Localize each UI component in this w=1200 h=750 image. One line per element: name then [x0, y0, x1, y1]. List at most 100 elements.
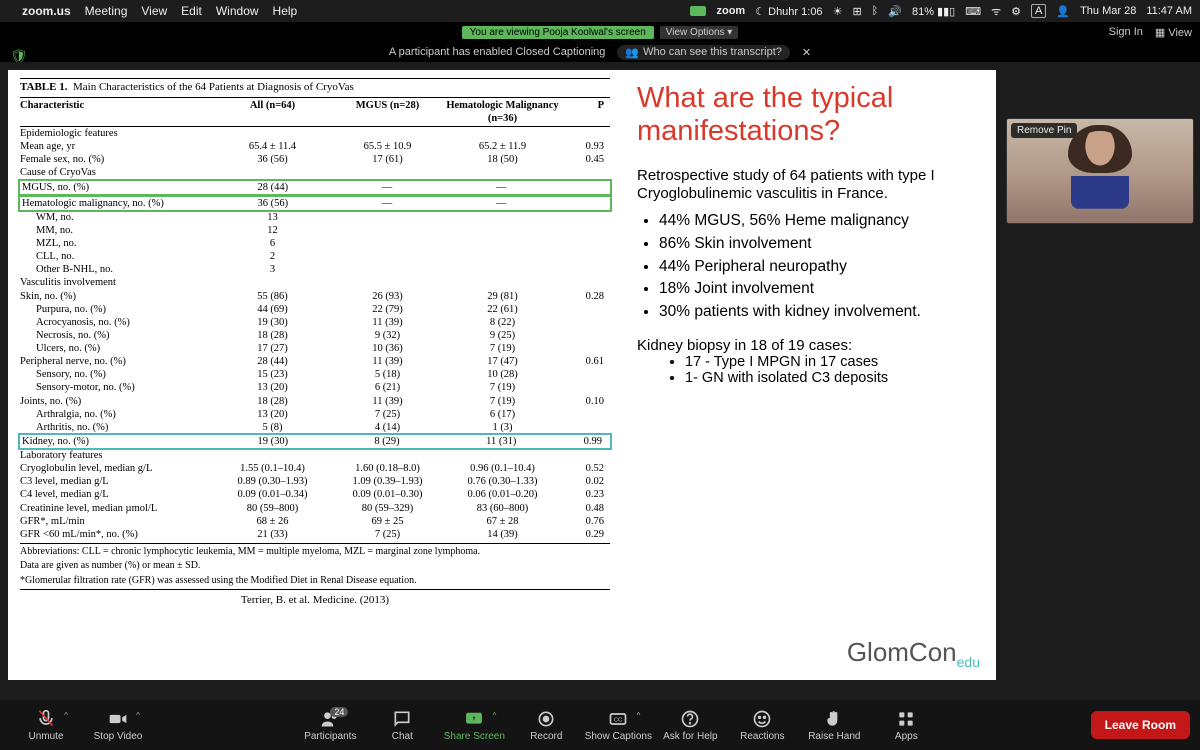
- sub-bullet-item: 17 - Type I MPGN in 17 cases: [685, 354, 980, 370]
- table-row: MM, no.12: [20, 224, 610, 237]
- slide-sub-bullets: 17 - Type I MPGN in 17 cases1- GN with i…: [637, 354, 980, 386]
- ask-help-button[interactable]: Ask for Help: [654, 709, 726, 742]
- share-screen-button[interactable]: ^Share Screen: [438, 709, 510, 742]
- menu-window[interactable]: Window: [216, 4, 259, 18]
- bluetooth-icon[interactable]: ᛒ: [872, 5, 879, 17]
- speaker-avatar: [1071, 131, 1129, 209]
- table-row: Peripheral nerve, no. (%)28 (44)11 (39)1…: [20, 355, 610, 368]
- table-row: Creatinine level, median µmol/L80 (59–80…: [20, 502, 610, 515]
- data-table: TABLE 1. TABLE 1. Main Characteristics o…: [20, 78, 610, 608]
- slide-paragraph: Retrospective study of 64 patients with …: [637, 167, 980, 203]
- camera-status-icon: [690, 6, 706, 16]
- bullet-item: 86% Skin involvement: [659, 234, 980, 255]
- apps-button[interactable]: Apps: [870, 709, 942, 742]
- table-row: Arthritis, no. (%)5 (8)4 (14)1 (3): [20, 421, 610, 434]
- weather-icon: ☀: [833, 5, 843, 18]
- table-row: Sensory-motor, no. (%)13 (20)6 (21)7 (19…: [20, 381, 610, 394]
- table-abbrev: Abbreviations: CLL = chronic lymphocytic…: [20, 544, 610, 559]
- table-row: Female sex, no. (%)36 (56)17 (61)18 (50)…: [20, 153, 610, 166]
- chat-button[interactable]: Chat: [366, 709, 438, 742]
- table-row: Kidney, no. (%)19 (30)8 (29)11 (31)0.99: [18, 433, 612, 450]
- table-row: Ulcers, no. (%)17 (27)10 (36)7 (19): [20, 342, 610, 355]
- table-row: MZL, no.6: [20, 237, 610, 250]
- menu-meeting[interactable]: Meeting: [85, 4, 128, 18]
- table-row: GFR <60 mL/min*, no. (%)21 (33)7 (25)14 …: [20, 528, 610, 541]
- app-name[interactable]: zoom.us: [22, 4, 71, 18]
- slide-bullets: 44% MGUS, 56% Heme malignancy86% Skin in…: [637, 211, 980, 324]
- svg-text:CC: CC: [614, 717, 622, 723]
- table-row: WM, no.13: [20, 211, 610, 224]
- captions-button[interactable]: CC ^Show Captions: [582, 709, 654, 742]
- raise-hand-button[interactable]: Raise Hand: [798, 709, 870, 742]
- view-options-dropdown[interactable]: View Options ▾: [660, 26, 739, 39]
- table-row: Purpura, no. (%)44 (69)22 (79)22 (61): [20, 303, 610, 316]
- bullet-item: 44% MGUS, 56% Heme malignancy: [659, 211, 980, 232]
- table-title: TABLE 1. TABLE 1. Main Characteristics o…: [20, 78, 610, 98]
- table-row: Other B-NHL, no.3: [20, 263, 610, 276]
- table-row: Skin, no. (%)55 (86)26 (93)29 (81)0.28: [20, 290, 610, 303]
- display-icon[interactable]: ⊞: [852, 5, 861, 18]
- record-button[interactable]: Record: [510, 709, 582, 742]
- close-banner-icon[interactable]: ✕: [802, 46, 811, 59]
- unmute-button[interactable]: ^Unmute: [10, 709, 82, 742]
- table-abbrev: Data are given as number (%) or mean ± S…: [20, 558, 610, 573]
- table-row: Cause of CryoVas: [20, 166, 610, 179]
- stop-video-button[interactable]: ^Stop Video: [82, 709, 154, 742]
- table-row: Acrocyanosis, no. (%)19 (30)11 (39)8 (22…: [20, 316, 610, 329]
- prayer-time: ☾ Dhuhr 1:06: [755, 5, 822, 18]
- sign-in-link[interactable]: Sign In: [1109, 26, 1143, 39]
- slide-subheading: Kidney biopsy in 18 of 19 cases:: [637, 337, 980, 354]
- table-header-row: Characteristic All (n=64) MGUS (n=28) He…: [20, 98, 610, 127]
- zoom-sharing-bar: You are viewing Pooja Koolwal's screen V…: [0, 22, 1200, 42]
- slide-headline: What are the typical manifestations?: [637, 82, 980, 149]
- table-row: Hematologic malignancy, no. (%)36 (56)——: [18, 195, 612, 212]
- table-row: Laboratory features: [20, 449, 610, 462]
- menu-view[interactable]: View: [141, 4, 167, 18]
- caption-msg: A participant has enabled Closed Caption…: [389, 46, 605, 58]
- control-center-icon[interactable]: ⚙: [1011, 5, 1021, 18]
- user-icon[interactable]: 👤: [1056, 5, 1070, 18]
- table-abbrev: *Glomerular filtration rate (GFR) was as…: [20, 573, 610, 588]
- keyboard-icon[interactable]: ⌨: [965, 5, 981, 18]
- view-menu-button[interactable]: ▦ View: [1155, 26, 1192, 39]
- volume-icon[interactable]: 🔊: [888, 5, 902, 18]
- citation: Terrier, B. et al. Medicine. (2013): [20, 594, 610, 608]
- participant-count: 24: [330, 707, 348, 717]
- table-row: Joints, no. (%)18 (28)11 (39)7 (19)0.10: [20, 395, 610, 408]
- participants-button[interactable]: 24 Participants: [294, 709, 366, 742]
- table-row: C3 level, median g/L0.89 (0.30–1.93)1.09…: [20, 475, 610, 488]
- menu-help[interactable]: Help: [273, 4, 298, 18]
- table-row: CLL, no.2: [20, 250, 610, 263]
- speaker-video-thumbnail[interactable]: Remove Pin: [1006, 118, 1194, 224]
- table-row: Necrosis, no. (%)18 (28)9 (32)9 (25): [20, 329, 610, 342]
- transcript-visibility-button[interactable]: 👥 Who can see this transcript?: [617, 45, 790, 60]
- slide-text-panel: What are the typical manifestations? Ret…: [629, 78, 984, 386]
- table-row: GFR*, mL/min68 ± 2669 ± 2567 ± 280.76: [20, 515, 610, 528]
- zoom-menubar-label[interactable]: zoom: [716, 5, 745, 17]
- menubar-date[interactable]: Thu Mar 28: [1080, 5, 1136, 17]
- menu-edit[interactable]: Edit: [181, 4, 202, 18]
- wifi-icon[interactable]: ᯤ: [991, 4, 1001, 19]
- battery-status: 81% ▮▮▯: [912, 5, 955, 18]
- table-row: Mean age, yr65.4 ± 11.465.5 ± 10.965.2 ±…: [20, 140, 610, 153]
- sharing-banner: You are viewing Pooja Koolwal's screen: [462, 26, 654, 39]
- glomcon-logo: GlomConedu: [847, 637, 980, 670]
- table-row: Epidemiologic features: [20, 127, 610, 140]
- table-row: Sensory, no. (%)15 (23)5 (18)10 (28): [20, 368, 610, 381]
- table-row: Cryoglobulin level, median g/L1.55 (0.1–…: [20, 462, 610, 475]
- meeting-content: TABLE 1. TABLE 1. Main Characteristics o…: [0, 62, 1200, 700]
- table-row: C4 level, median g/L0.09 (0.01–0.34)0.09…: [20, 488, 610, 501]
- table-row: Vasculitis involvement: [20, 276, 610, 289]
- input-source[interactable]: A: [1031, 4, 1046, 18]
- bullet-item: 30% patients with kidney involvement.: [659, 302, 980, 323]
- macos-menubar: zoom.us Meeting View Edit Window Help zo…: [0, 0, 1200, 22]
- leave-room-button[interactable]: Leave Room: [1091, 711, 1190, 739]
- caption-banner: A participant has enabled Closed Caption…: [0, 42, 1200, 62]
- sub-bullet-item: 1- GN with isolated C3 deposits: [685, 370, 980, 386]
- remove-pin-button[interactable]: Remove Pin: [1011, 123, 1077, 138]
- table-row: MGUS, no. (%)28 (44)——: [18, 179, 612, 196]
- zoom-toolbar: ^Unmute ^Stop Video 24 Participants Chat…: [0, 700, 1200, 750]
- bullet-item: 44% Peripheral neuropathy: [659, 257, 980, 278]
- menubar-time[interactable]: 11:47 AM: [1146, 5, 1192, 17]
- reactions-button[interactable]: Reactions: [726, 709, 798, 742]
